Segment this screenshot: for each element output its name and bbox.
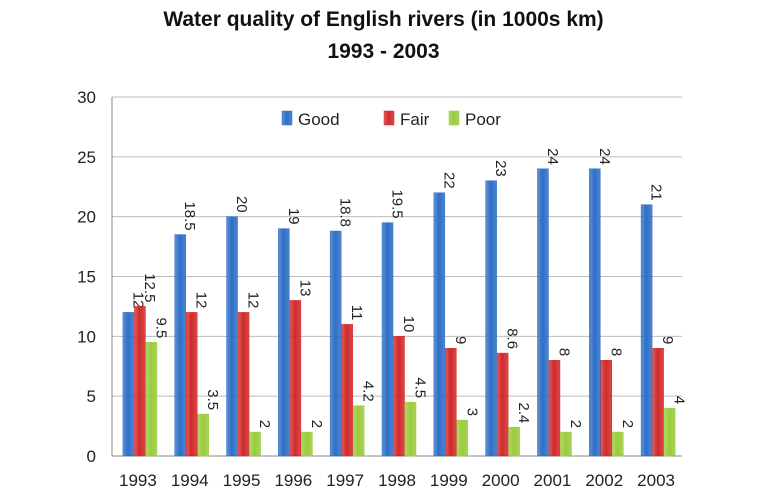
bar-poor-2001	[560, 431, 572, 457]
bar-good-1994	[174, 234, 186, 457]
y-tick-label: 10	[77, 327, 96, 346]
data-label: 13	[296, 280, 313, 297]
y-tick-label: 25	[77, 148, 96, 167]
x-tick-label: 1997	[326, 471, 364, 490]
legend-label-fair: Fair	[400, 110, 430, 129]
legend-label-poor: Poor	[465, 110, 501, 129]
bar-fair-1999	[445, 348, 457, 457]
x-tick-label: 2002	[585, 471, 623, 490]
bar-good-2000	[485, 180, 497, 457]
data-label: 2	[567, 420, 584, 428]
bar-fair-1996	[289, 300, 302, 457]
bar-poor-1993	[145, 342, 158, 457]
bar-poor-1999	[456, 419, 469, 457]
x-tick-label: 1996	[274, 471, 312, 490]
bar-poor-1998	[404, 401, 417, 457]
bar-good-2003	[640, 204, 653, 457]
legend-label-good: Good	[298, 110, 340, 129]
bar-fair-1993	[134, 306, 146, 457]
legend-swatch-fair	[383, 110, 395, 126]
x-tick-label: 2000	[482, 471, 520, 490]
data-label: 12	[245, 292, 262, 309]
bar-good-1993	[122, 312, 135, 457]
data-label: 2	[308, 420, 325, 428]
data-label: 12	[193, 292, 210, 309]
bar-good-1997	[329, 230, 342, 457]
data-label: 10	[400, 316, 417, 333]
x-tick-label: 1993	[119, 471, 157, 490]
x-tick-label: 2003	[637, 471, 675, 490]
data-label: 3	[463, 408, 480, 416]
bar-good-2002	[589, 168, 601, 457]
data-label: 8.6	[504, 328, 521, 349]
data-label: 9.5	[152, 317, 169, 338]
y-tick-label: 20	[77, 208, 96, 227]
legend-swatch-poor	[448, 110, 460, 126]
y-tick-label: 0	[87, 447, 96, 466]
data-label: 4.2	[360, 381, 377, 402]
bar-fair-1994	[185, 312, 198, 457]
data-label: 8	[607, 348, 624, 356]
y-tick-label: 30	[77, 88, 96, 107]
data-label: 9	[659, 336, 676, 344]
bar-good-1995	[226, 216, 238, 457]
data-label: 2	[619, 420, 636, 428]
x-tick-label: 1994	[171, 471, 209, 490]
bar-poor-2002	[612, 431, 624, 457]
bar-good-1999	[433, 192, 446, 457]
bar-poor-2000	[508, 427, 520, 457]
data-label: 4.5	[412, 377, 429, 398]
bar-fair-1998	[393, 336, 405, 457]
data-label: 24	[544, 148, 561, 165]
data-label: 18.8	[337, 198, 354, 227]
bar-good-1996	[278, 228, 290, 457]
bar-poor-1995	[249, 431, 261, 457]
bar-poor-1994	[197, 413, 209, 457]
data-label: 19.5	[389, 189, 406, 218]
x-tick-label: 1999	[430, 471, 468, 490]
x-tick-label: 1995	[223, 471, 261, 490]
legend-swatch-good	[281, 110, 293, 126]
bar-poor-2003	[663, 407, 676, 457]
data-label: 23	[492, 160, 509, 177]
bar-poor-1997	[352, 405, 365, 457]
bar-fair-2000	[496, 352, 509, 457]
y-tick-label: 15	[77, 268, 96, 287]
bar-fair-2001	[548, 360, 561, 457]
data-label: 12	[129, 292, 146, 309]
data-label: 24	[596, 148, 613, 165]
bar-fair-2002	[600, 360, 613, 457]
data-label: 22	[440, 172, 457, 189]
x-tick-label: 1998	[378, 471, 416, 490]
bar-fair-1995	[237, 312, 250, 457]
bar-fair-1997	[341, 324, 353, 457]
data-label: 9	[452, 336, 469, 344]
chart-title: Water quality of English rivers (in 1000…	[163, 8, 604, 31]
data-label: 2.4	[515, 402, 532, 423]
data-label: 3.5	[204, 389, 221, 410]
data-label: 21	[648, 184, 665, 201]
x-tick-label: 2001	[534, 471, 572, 490]
data-label: 20	[233, 196, 250, 213]
data-label: 8	[555, 348, 572, 356]
bar-good-1998	[381, 222, 394, 457]
data-label: 12.5	[141, 273, 158, 302]
data-label: 11	[348, 305, 365, 321]
bar-fair-2003	[652, 348, 664, 457]
y-tick-label: 5	[87, 387, 96, 406]
bar-poor-1996	[301, 431, 313, 457]
data-label: 4	[671, 396, 688, 404]
bar-good-2001	[537, 168, 549, 457]
chart-subtitle: 1993 - 2003	[327, 40, 440, 63]
data-label: 2	[256, 420, 273, 428]
data-label: 18.5	[181, 201, 198, 230]
data-label: 19	[285, 208, 302, 225]
